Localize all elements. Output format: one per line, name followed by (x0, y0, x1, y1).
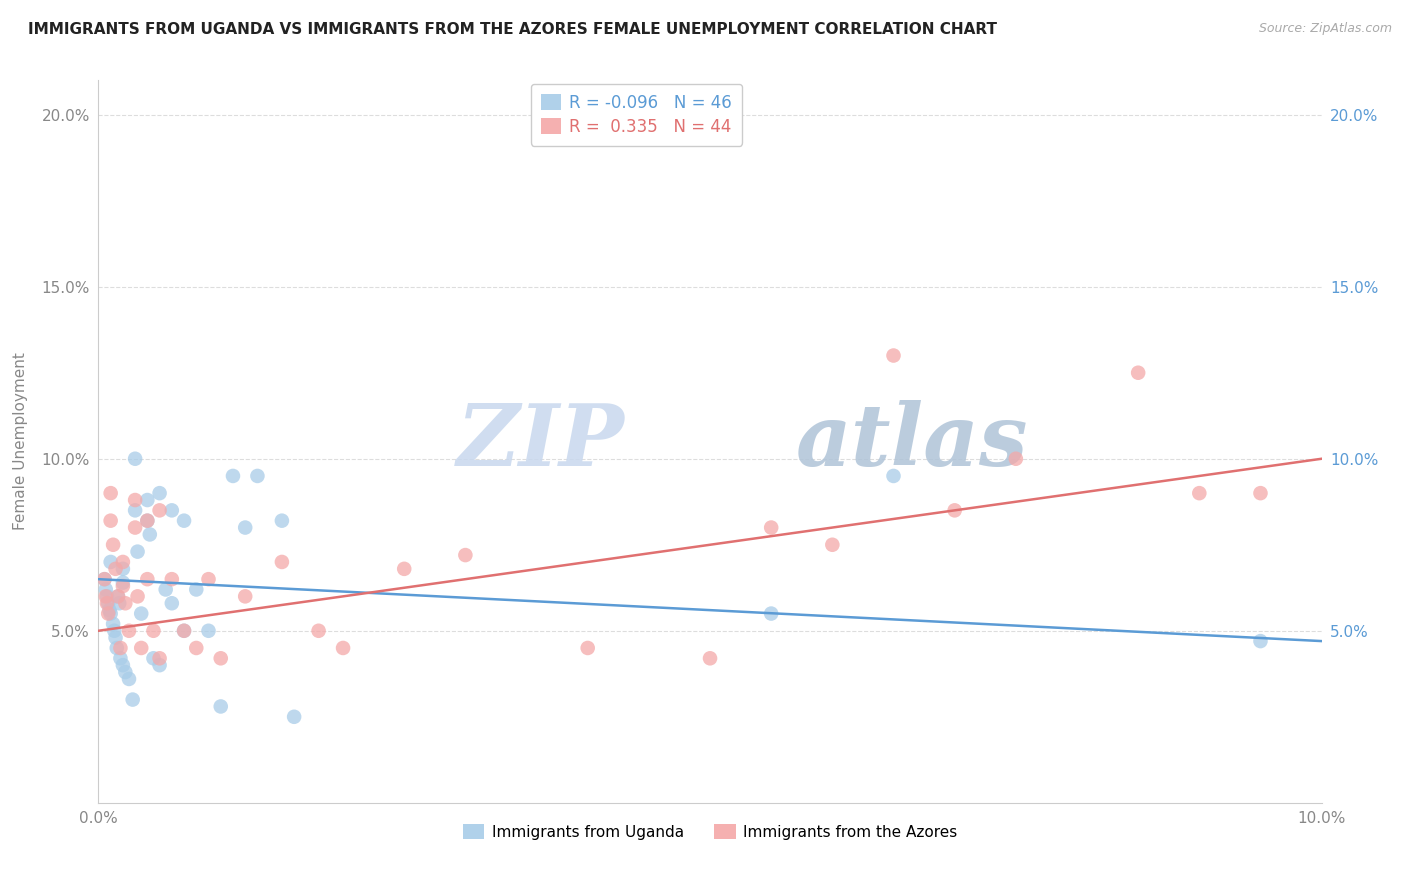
Point (197, 572, 219, 586)
Point (96, 596, 118, 610)
Text: IMMIGRANTS FROM UGANDA VS IMMIGRANTS FROM THE AZORES FEMALE UNEMPLOYMENT CORRELA: IMMIGRANTS FROM UGANDA VS IMMIGRANTS FRO… (28, 22, 997, 37)
Text: ZIP: ZIP (457, 400, 624, 483)
Point (142, 651, 165, 665)
Point (222, 469, 245, 483)
Point (129, 607, 152, 621)
Point (173, 624, 195, 638)
Point (209, 699, 232, 714)
Point (118, 672, 141, 686)
Point (100, 607, 122, 621)
Point (124, 503, 146, 517)
Point (110, 640, 132, 655)
Point (104, 631, 127, 645)
Point (270, 514, 292, 528)
Point (114, 596, 136, 610)
Point (173, 514, 195, 528)
Point (93, 572, 115, 586)
Point (1128, 366, 1150, 380)
Point (136, 514, 159, 528)
Point (136, 514, 159, 528)
Point (1249, 634, 1271, 648)
Point (100, 555, 122, 569)
Point (149, 503, 172, 517)
Point (759, 607, 782, 621)
Point (1188, 486, 1211, 500)
Point (124, 520, 146, 534)
Point (127, 590, 149, 604)
Point (149, 651, 172, 665)
Point (186, 582, 208, 597)
Point (233, 590, 256, 604)
Point (100, 514, 122, 528)
Point (96, 590, 118, 604)
Point (111, 579, 134, 593)
Point (118, 624, 141, 638)
Point (943, 503, 966, 517)
Point (759, 520, 782, 534)
Point (127, 544, 149, 558)
Point (97, 596, 120, 610)
Y-axis label: Female Unemployment: Female Unemployment (13, 352, 28, 531)
Text: atlas: atlas (796, 400, 1028, 483)
Point (104, 562, 127, 576)
Point (160, 572, 183, 586)
Point (93, 572, 115, 586)
Point (883, 349, 905, 363)
Point (160, 503, 183, 517)
Point (110, 651, 132, 665)
Point (111, 555, 134, 569)
Point (101, 538, 124, 552)
Point (111, 562, 134, 576)
Point (142, 624, 165, 638)
Point (94, 590, 117, 604)
Text: Source: ZipAtlas.com: Source: ZipAtlas.com (1258, 22, 1392, 36)
Point (100, 486, 122, 500)
Point (233, 520, 256, 534)
Point (103, 624, 125, 638)
Point (332, 640, 354, 655)
Point (821, 538, 844, 552)
Point (160, 596, 183, 610)
Point (101, 616, 124, 631)
Point (883, 469, 905, 483)
Point (107, 590, 129, 604)
Point (136, 493, 159, 508)
Point (139, 527, 162, 541)
Point (94, 582, 117, 597)
Point (1249, 486, 1271, 500)
Point (97, 607, 120, 621)
Point (186, 640, 208, 655)
Point (576, 640, 599, 655)
Point (107, 590, 129, 604)
Point (209, 651, 232, 665)
Point (699, 651, 721, 665)
Point (392, 562, 416, 576)
Point (136, 572, 159, 586)
Point (454, 548, 477, 562)
Point (98, 603, 121, 617)
Point (149, 658, 172, 673)
Point (124, 493, 146, 508)
Legend: Immigrants from Uganda, Immigrants from the Azores: Immigrants from Uganda, Immigrants from … (457, 818, 963, 846)
Point (129, 640, 152, 655)
Point (197, 624, 219, 638)
Point (105, 640, 128, 655)
Point (173, 624, 195, 638)
Point (114, 665, 136, 679)
Point (1004, 451, 1026, 466)
Point (270, 555, 292, 569)
Point (124, 451, 146, 466)
Point (111, 658, 134, 673)
Point (121, 692, 143, 706)
Point (246, 469, 269, 483)
Point (108, 596, 131, 610)
Point (111, 575, 134, 590)
Point (308, 624, 330, 638)
Point (155, 582, 177, 597)
Point (283, 710, 305, 724)
Point (149, 486, 172, 500)
